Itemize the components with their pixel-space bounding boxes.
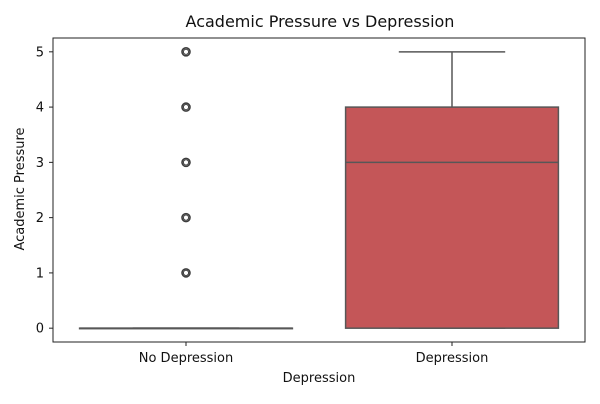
outlier-point-no-depression-0	[181, 268, 191, 278]
outlier-point-no-depression-4	[181, 47, 191, 57]
outlier-point-no-depression-3	[181, 102, 191, 112]
outlier-point-no-depression-1	[181, 212, 191, 223]
x-axis-label: Depression	[283, 371, 356, 386]
outlier-point-ring-no-depression-2	[182, 159, 190, 166]
plot-frame	[52, 37, 586, 343]
y-tick-label-3: 3	[36, 156, 44, 171]
chart-title: Academic Pressure vs Depression	[186, 12, 455, 31]
box-depression	[344, 106, 560, 329]
y-tick-label-1: 1	[36, 266, 44, 281]
y-tick-label-0: 0	[36, 322, 44, 337]
y-tick-label-4: 4	[36, 101, 44, 116]
y-axis-label: Academic Pressure	[13, 127, 28, 250]
y-tick-label-2: 2	[36, 211, 44, 226]
outlier-point-ring-no-depression-0	[182, 269, 190, 277]
plot-area: 0 1 2 3 4 5 No Depression Depression	[36, 37, 586, 366]
x-tick-label-0: No Depression	[139, 351, 233, 366]
outlier-point-no-depression-2	[181, 157, 191, 168]
outlier-point-ring-no-depression-3	[182, 103, 190, 111]
y-tick-label-5: 5	[36, 45, 44, 60]
outlier-point-ring-no-depression-1	[182, 214, 190, 221]
x-tick-label-1: Depression	[416, 351, 489, 366]
outlier-point-ring-no-depression-4	[182, 48, 190, 55]
